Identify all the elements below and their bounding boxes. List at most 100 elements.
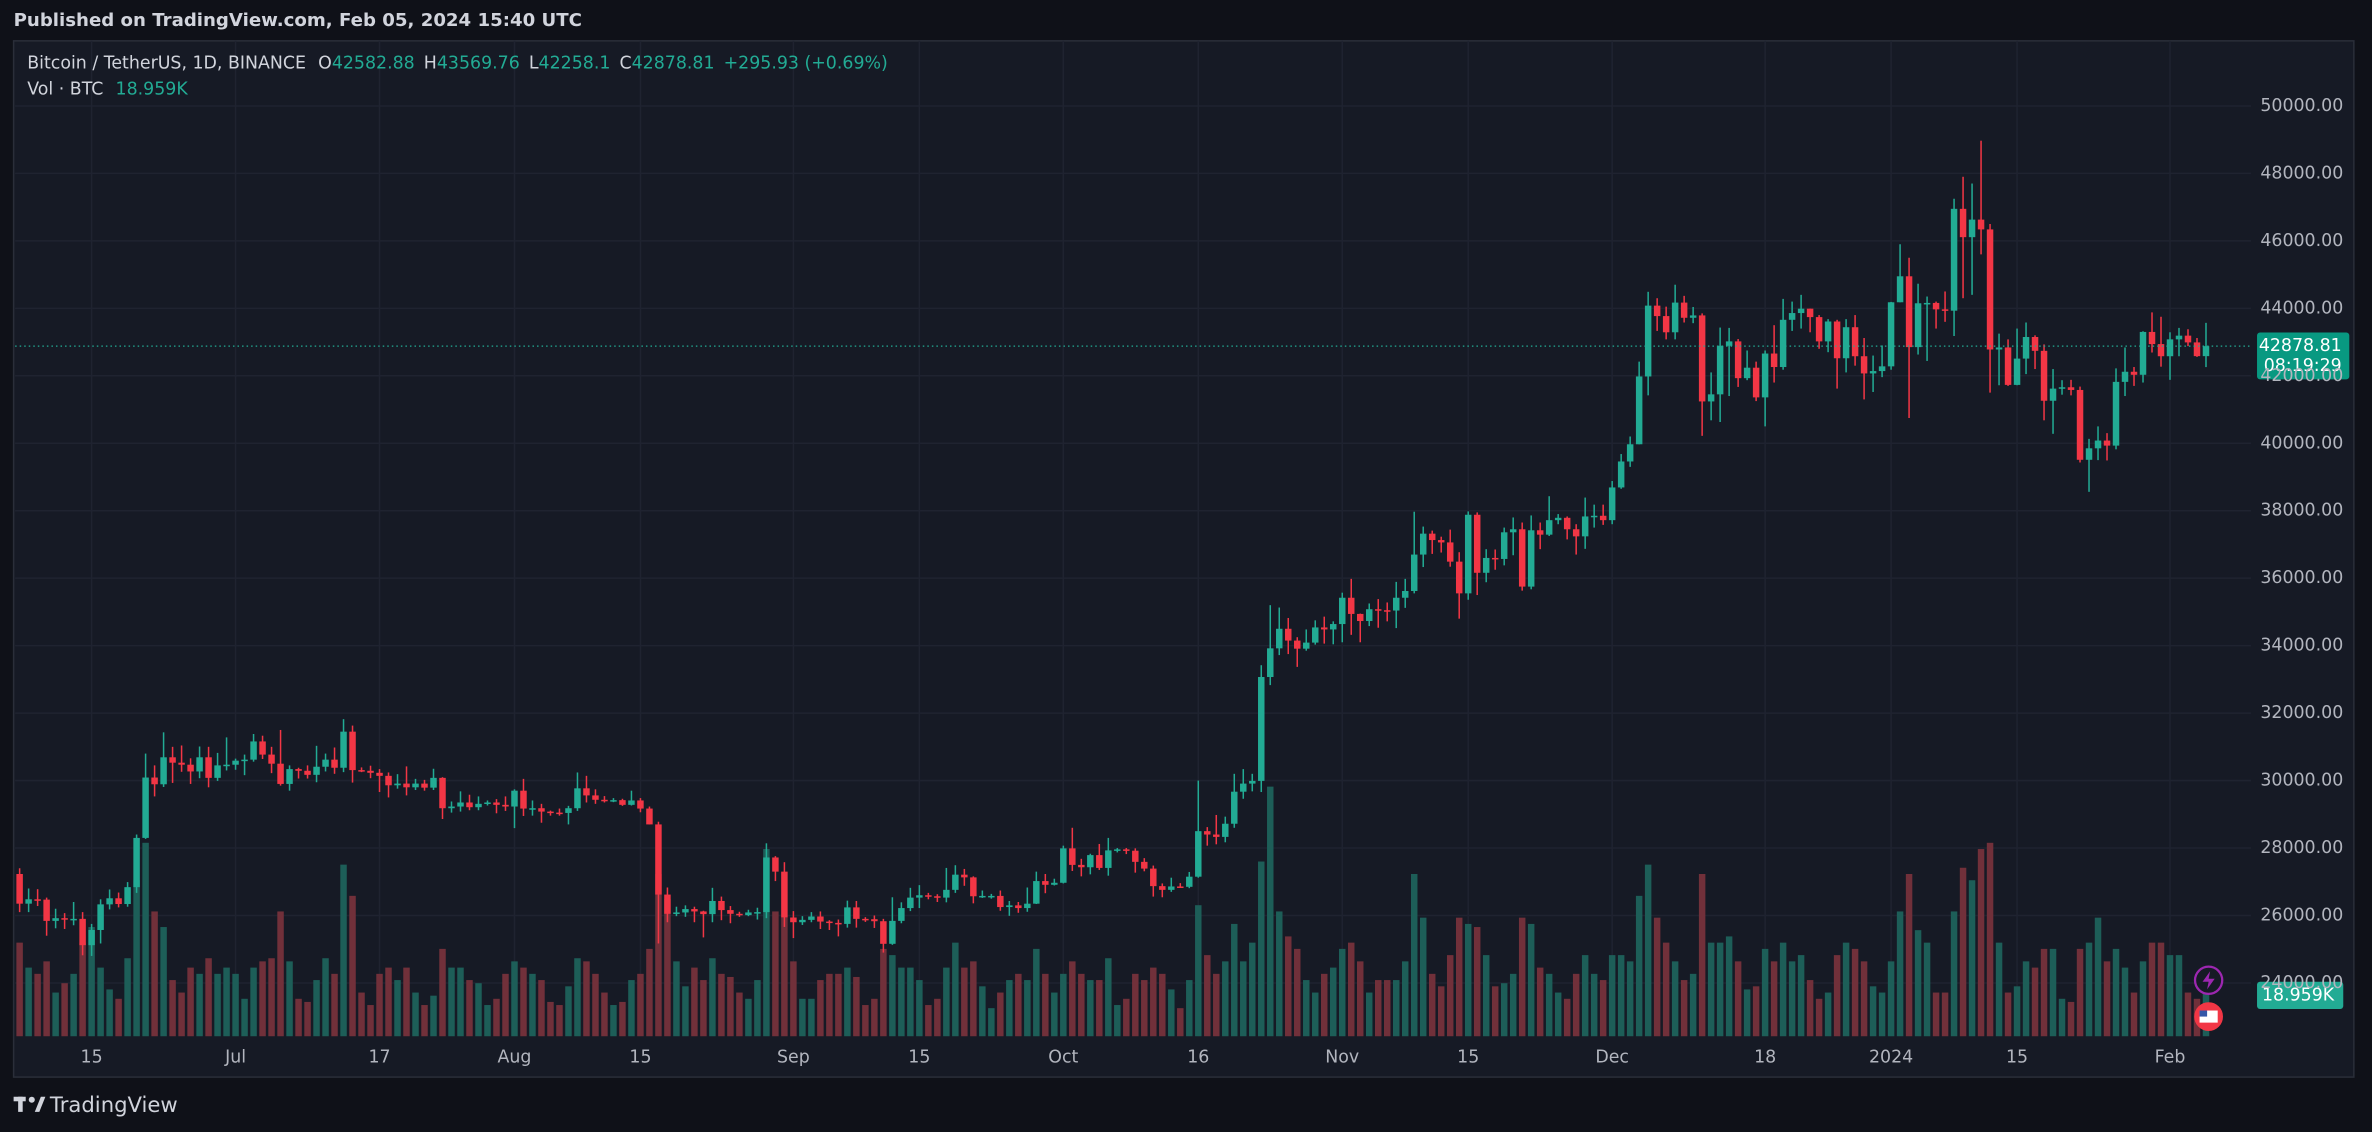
y-tick-label: 28000.00 xyxy=(2260,838,2343,858)
volume-bar xyxy=(2076,948,2084,1037)
candle-body xyxy=(1096,855,1103,868)
published-header: Published on TradingView.com, Feb 05, 20… xyxy=(14,10,582,31)
candle-body xyxy=(1842,327,1850,359)
volume-bar xyxy=(2175,955,2183,1037)
candle-body xyxy=(1339,597,1346,625)
volume-bar xyxy=(700,980,707,1037)
candle-body xyxy=(349,731,356,771)
candle-body xyxy=(1258,677,1265,781)
y-tick-label: 38000.00 xyxy=(2260,501,2343,521)
candle-body xyxy=(241,759,248,762)
volume-bar xyxy=(871,998,878,1037)
candle-body xyxy=(628,800,635,805)
volume-bar xyxy=(916,980,923,1037)
candle-body xyxy=(1905,276,1913,348)
ohlc-key: L xyxy=(529,54,539,74)
candle-body xyxy=(1707,394,1715,402)
candle-body xyxy=(1195,831,1202,877)
candle-body xyxy=(1330,624,1337,630)
volume-bar xyxy=(817,980,824,1037)
volume-bar xyxy=(1285,936,1292,1037)
volume-bar xyxy=(1905,873,1913,1037)
candle-body xyxy=(1123,849,1130,851)
volume-bar xyxy=(628,980,635,1037)
volume-bar xyxy=(241,998,248,1037)
volume-bar xyxy=(466,980,473,1037)
volume-bar xyxy=(1033,948,1040,1037)
candle-body xyxy=(898,908,905,921)
candle-body xyxy=(1563,517,1571,530)
volume-bar xyxy=(448,967,455,1037)
candle-body xyxy=(187,764,194,772)
ohlc-value: 42878.81 xyxy=(632,54,715,74)
candle-body xyxy=(124,887,131,905)
volume-bar xyxy=(826,973,833,1037)
volume-bar xyxy=(1213,973,1220,1037)
candle-body xyxy=(1950,208,1958,311)
candle-body xyxy=(1401,590,1409,598)
candle-body xyxy=(916,895,923,898)
volume-bar xyxy=(1312,992,1319,1037)
candle-body xyxy=(1419,533,1427,555)
volume-bar xyxy=(1797,955,1805,1037)
candle-body xyxy=(2103,440,2111,446)
logo-part xyxy=(28,1096,35,1103)
volume-bar xyxy=(1572,973,1580,1037)
candle-body xyxy=(1725,341,1733,346)
x-tick-label: 15 xyxy=(1457,1047,1479,1067)
volume-bar xyxy=(1186,980,1193,1037)
candle-body xyxy=(160,757,167,785)
candle-body xyxy=(601,799,608,802)
candle-body xyxy=(1455,561,1463,594)
logo-part xyxy=(18,1096,23,1112)
candle-body xyxy=(1249,780,1256,784)
volume-bar xyxy=(610,1005,617,1037)
volume-bar xyxy=(2103,961,2111,1037)
volume-bar xyxy=(1500,983,1508,1037)
volume-bar xyxy=(1833,955,1841,1037)
y-tick-label: 40000.00 xyxy=(2260,433,2343,453)
volume-bar xyxy=(1303,980,1310,1037)
candle-body xyxy=(2175,335,2183,340)
y-tick-label: 36000.00 xyxy=(2260,568,2343,588)
candle-body xyxy=(1213,834,1220,837)
footer-brand[interactable]: TradingView xyxy=(49,1092,178,1117)
volume-bar xyxy=(1698,873,1706,1037)
volume-bar xyxy=(1977,849,1985,1037)
volume-bar xyxy=(727,976,734,1037)
volume-bar xyxy=(835,973,842,1037)
candle-body xyxy=(25,899,32,904)
volume-bar xyxy=(898,967,905,1037)
volume-bar xyxy=(1132,973,1139,1037)
candle-body xyxy=(727,910,734,914)
candle-body xyxy=(1860,356,1868,374)
grid xyxy=(15,40,2251,1037)
volume-bar xyxy=(268,958,275,1037)
candle-body xyxy=(214,765,221,778)
volume-bar xyxy=(862,1005,869,1037)
candle-body xyxy=(1276,628,1283,649)
volume-bar xyxy=(934,998,941,1037)
volume-bar xyxy=(907,967,914,1037)
volume-bar xyxy=(1617,955,1625,1037)
footer-logo[interactable] xyxy=(13,1096,46,1112)
volume-bar xyxy=(34,973,41,1037)
candle-body xyxy=(1150,868,1157,887)
candle-body xyxy=(376,772,383,776)
volume-bar xyxy=(1231,923,1238,1037)
candle-body xyxy=(79,918,86,946)
candle-body xyxy=(817,916,824,922)
candle-body xyxy=(61,918,68,920)
candle-body xyxy=(457,802,464,807)
candle-body xyxy=(1392,597,1400,611)
volume-bar xyxy=(1024,980,1031,1037)
candle-body xyxy=(763,857,770,913)
candle-body xyxy=(484,802,491,804)
volume-bar xyxy=(1599,980,1607,1037)
candle-body xyxy=(1761,353,1769,398)
volume-bar xyxy=(664,898,671,1037)
volume-bar xyxy=(745,998,752,1037)
last-volume-label: 18.959K xyxy=(2262,985,2335,1005)
volume-bar xyxy=(1770,961,1778,1037)
